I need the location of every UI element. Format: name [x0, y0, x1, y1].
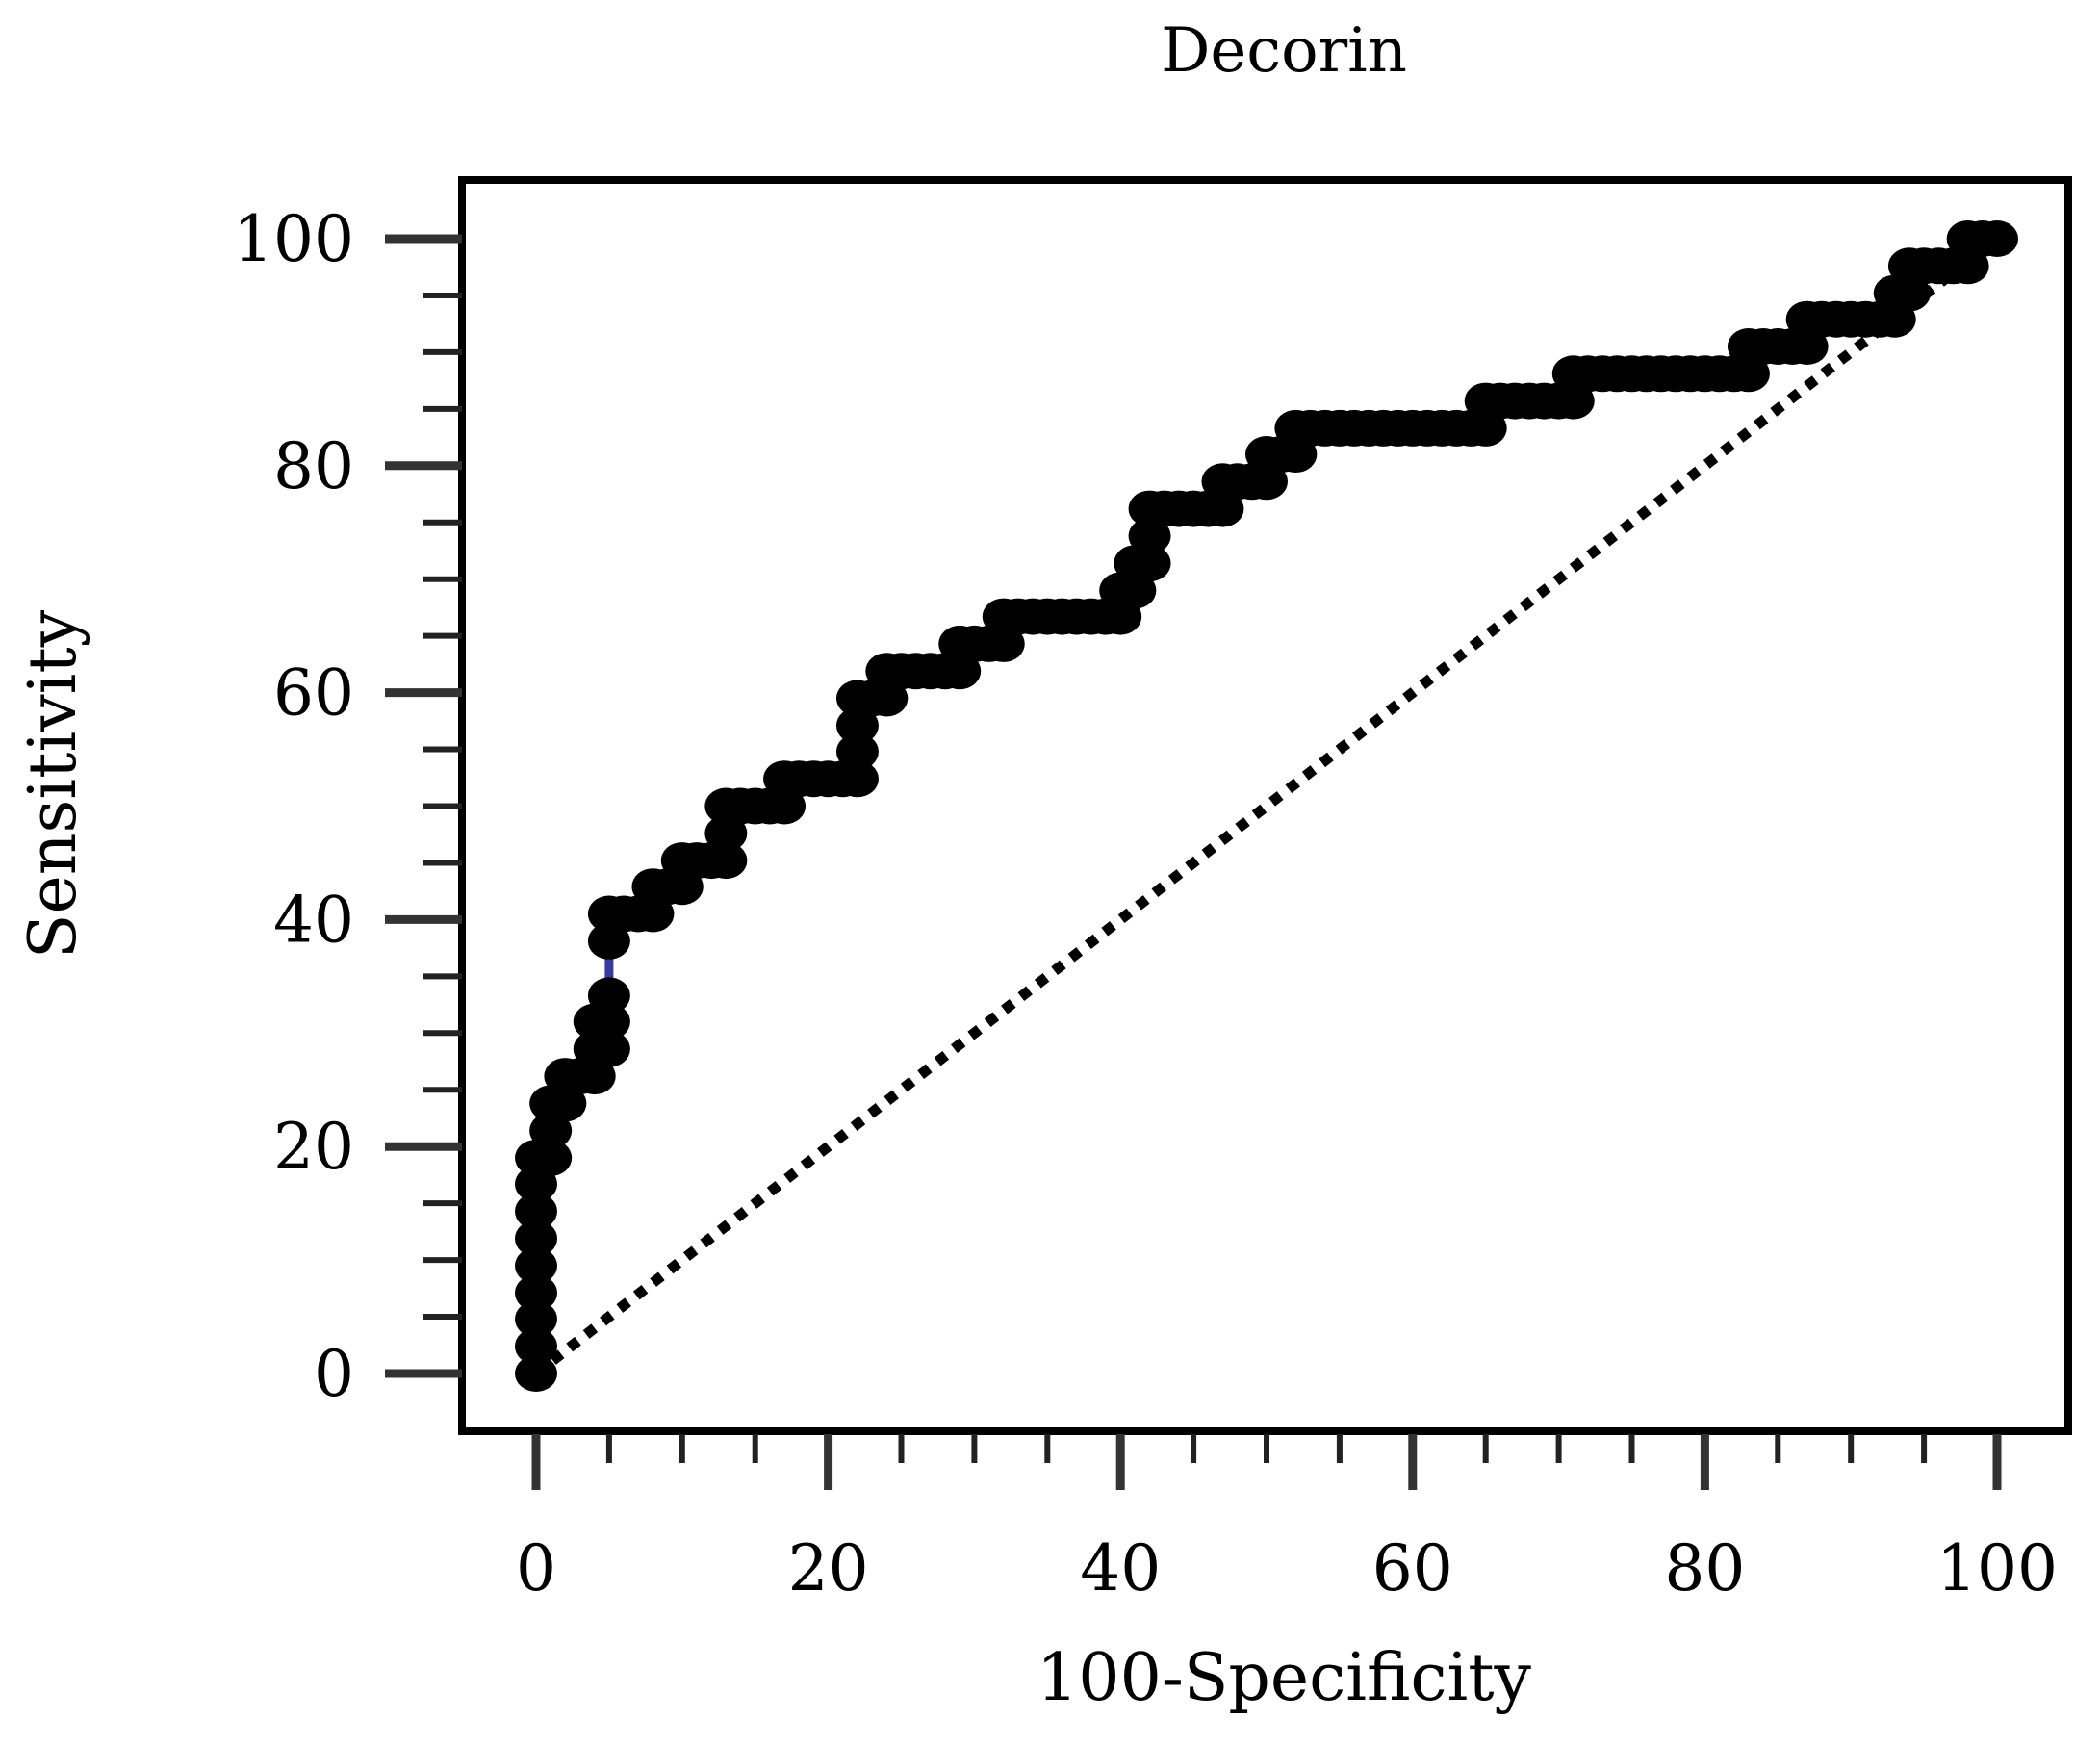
roc-point [1551, 382, 1595, 420]
plot-area [458, 176, 2072, 1435]
roc-point [835, 732, 879, 770]
roc-point [587, 977, 630, 1014]
roc-point [835, 706, 879, 744]
roc-point [529, 1112, 573, 1149]
roc-point [515, 1220, 557, 1257]
roc-point [1128, 545, 1171, 582]
x-tick-label: 60 [1372, 1531, 1453, 1605]
roc-point [631, 895, 675, 933]
roc-point [1727, 355, 1770, 393]
roc-point [1128, 517, 1171, 554]
x-tick-label: 100 [1936, 1531, 2058, 1605]
roc-point [1245, 463, 1288, 501]
x-axis: 0 20 40 60 80 100 [516, 1434, 2058, 1605]
x-tick-label: 80 [1664, 1531, 1745, 1605]
roc-point [515, 1355, 557, 1392]
roc-point [544, 1085, 587, 1122]
y-tick-label: 100 [233, 202, 354, 276]
roc-point [573, 1058, 616, 1095]
roc-markers [515, 220, 2018, 1392]
roc-point [587, 1003, 630, 1040]
roc-point [1887, 274, 1931, 312]
roc-point [704, 842, 748, 880]
roc-point [763, 787, 807, 825]
roc-point [982, 625, 1025, 662]
y-tick-label: 20 [273, 1110, 354, 1184]
y-tick-label: 40 [273, 883, 354, 957]
roc-point [587, 922, 630, 960]
y-tick-label: 80 [273, 429, 354, 503]
y-axis: 0 20 40 60 80 100 [233, 202, 462, 1411]
roc-point [587, 1030, 630, 1067]
y-tick-label: 60 [273, 656, 354, 731]
y-tick-label: 0 [314, 1337, 354, 1411]
x-tick-label: 40 [1080, 1531, 1161, 1605]
y-axis-label: Sensitivity [15, 609, 91, 959]
roc-point [704, 814, 748, 852]
x-axis-label: 100-Specificity [1037, 1640, 1531, 1716]
roc-point [515, 1300, 557, 1338]
roc-point [1946, 247, 1989, 285]
roc-point [938, 653, 982, 690]
roc-point [515, 1274, 557, 1312]
roc-point [515, 1246, 557, 1284]
roc-point [1976, 220, 2018, 257]
roc-point [1785, 328, 1829, 366]
chart-title: Decorin [1161, 15, 1407, 87]
roc-point [1464, 409, 1507, 447]
roc-point [865, 680, 909, 717]
x-tick-label: 20 [788, 1531, 869, 1605]
roc-point [835, 760, 879, 798]
roc-point [529, 1139, 573, 1176]
roc-point [515, 1327, 557, 1365]
roc-point [1201, 490, 1244, 527]
roc-point [1114, 572, 1157, 609]
roc-point [515, 1193, 557, 1230]
x-tick-label: 0 [516, 1531, 556, 1605]
